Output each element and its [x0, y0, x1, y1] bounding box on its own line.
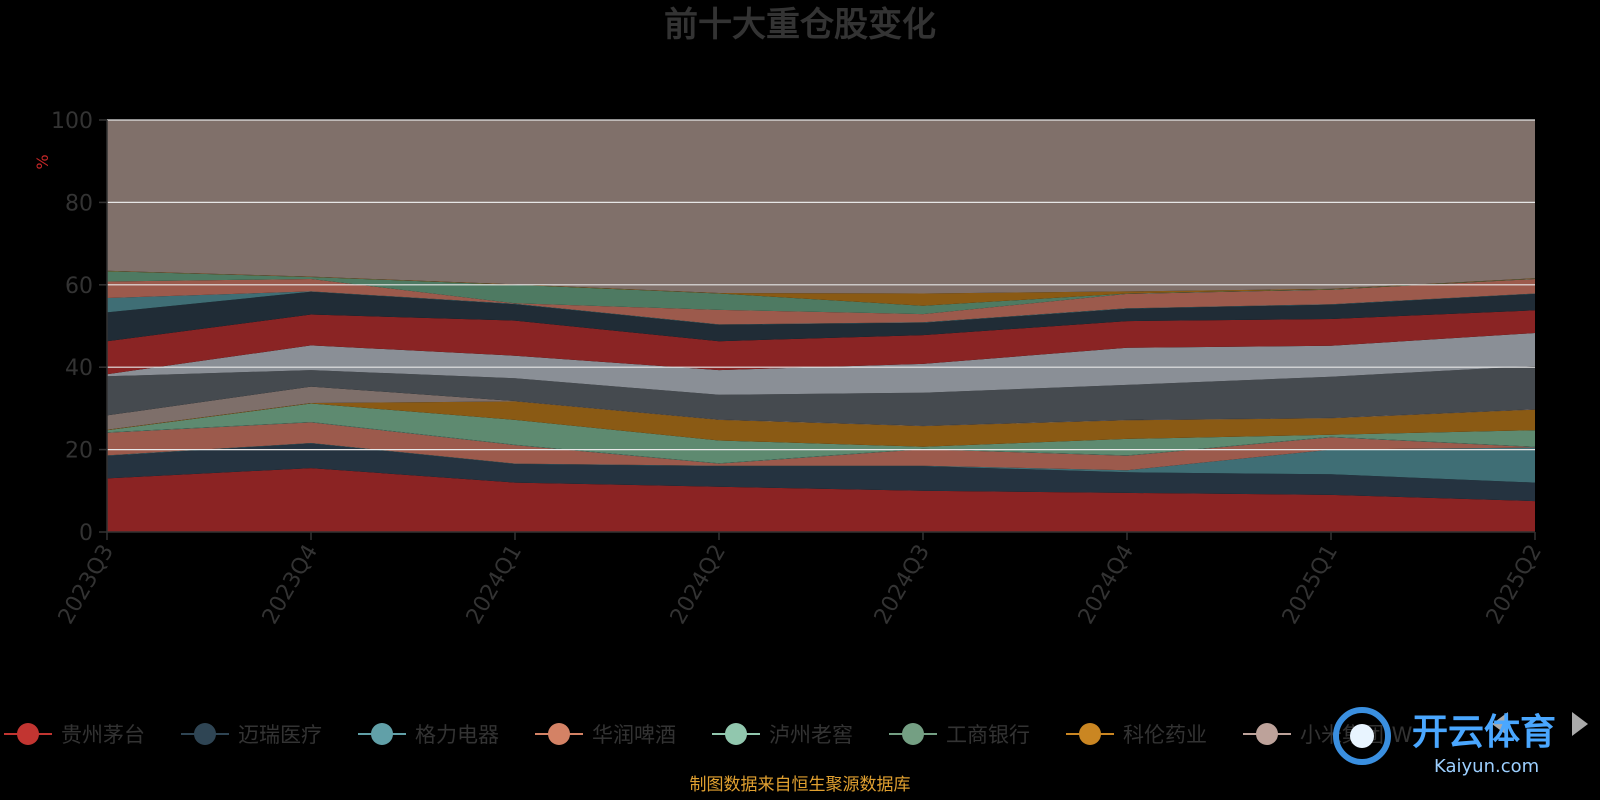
area-科伦药业: [107, 401, 1535, 447]
area-美的集团: [107, 279, 1535, 325]
legend-item-科伦药业[interactable]: 科伦药业: [1066, 723, 1207, 747]
y-tick-label: 0: [79, 521, 93, 546]
y-axis-label: %: [33, 154, 52, 169]
data-source-note: 制图数据来自恒生聚源数据库: [690, 775, 911, 795]
legend-label: 华润啤酒: [592, 723, 676, 747]
legend-item-贵州茅台[interactable]: 贵州茅台: [4, 723, 145, 747]
area-腾讯控股: [107, 366, 1535, 426]
legend-prev-icon[interactable]: [1492, 712, 1508, 736]
x-tick-label: 2023Q4: [258, 541, 323, 629]
x-tick-label: 2024Q3: [870, 541, 935, 629]
legend-label: 科伦药业: [1123, 723, 1207, 747]
legend-label: 格力电器: [415, 723, 499, 747]
watermark-ball-icon: [1350, 724, 1374, 748]
x-tick-label: 2025Q1: [1278, 541, 1343, 629]
legend-nav[interactable]: [1492, 712, 1588, 736]
area-山西汾酒: [107, 270, 1535, 306]
legend-item-格力电器[interactable]: 格力电器: [358, 723, 499, 747]
x-tick-label: 2023Q3: [54, 541, 119, 629]
legend-label: 泸州老窖: [769, 723, 853, 747]
area-宁德时代: [107, 291, 1535, 342]
legend-item-泸州老窖[interactable]: 泸州老窖: [712, 723, 853, 747]
legend-label: 贵州茅台: [61, 723, 145, 747]
y-tick-labels: 0 20 40 60 80 100: [51, 109, 93, 546]
legend-next-icon[interactable]: [1572, 712, 1588, 736]
axes: [99, 119, 1536, 540]
legend-label: 迈瑞医疗: [238, 723, 322, 747]
legend-marker-icon: [902, 723, 924, 745]
area-中国平安: [107, 333, 1535, 395]
area-工商银行: [107, 403, 1535, 464]
legend[interactable]: 贵州茅台迈瑞医疗格力电器华润啤酒泸州老窖工商银行科伦药业小米集团-W: [4, 723, 1413, 747]
area-series-group: [107, 120, 1535, 532]
legend-marker-icon: [17, 723, 39, 745]
area-其他: [107, 120, 1535, 294]
watermark-brand: 开云体育: [1412, 712, 1556, 753]
y-tick-label: 20: [65, 439, 93, 464]
legend-marker-icon: [371, 723, 393, 745]
watermark: 开云体育 Kaiyun.com: [1333, 707, 1556, 777]
legend-item-工商银行[interactable]: 工商银行: [889, 723, 1030, 747]
area-五粮液: [107, 291, 1535, 325]
y-tick-label: 40: [65, 356, 93, 381]
grid-lines: [107, 119, 1535, 451]
watermark-logo-icon: [1333, 707, 1391, 765]
area-长江电力: [107, 310, 1535, 375]
area-招商银行: [107, 271, 1535, 315]
x-tick-label: 2024Q4: [1074, 541, 1139, 629]
legend-marker-icon: [548, 723, 570, 745]
legend-item-华润啤酒[interactable]: 华润啤酒: [535, 723, 676, 747]
area-格力电器: [107, 443, 1535, 483]
legend-label: 工商银行: [946, 723, 1030, 747]
x-tick-labels: 2023Q3 2023Q4 2024Q1 2024Q2 2024Q3 2024Q4 2025…: [54, 541, 1547, 629]
x-tick-label: 2024Q2: [666, 541, 731, 629]
watermark-sub: Kaiyun.com: [1434, 756, 1539, 777]
legend-marker-icon: [1079, 723, 1101, 745]
x-tick-label: 2024Q1: [462, 541, 527, 629]
legend-item-迈瑞医疗[interactable]: 迈瑞医疗: [181, 723, 322, 747]
y-tick-label: 100: [51, 109, 93, 134]
y-tick-label: 60: [65, 274, 93, 299]
area-华润啤酒: [107, 422, 1535, 471]
legend-marker-icon: [725, 723, 747, 745]
chart-title: 前十大重仓股变化: [664, 5, 936, 45]
x-tick-label: 2025Q2: [1482, 541, 1547, 629]
area-贵州茅台: [107, 468, 1535, 532]
y-tick-label: 80: [65, 191, 93, 216]
area-迈瑞医疗: [107, 443, 1535, 502]
legend-marker-icon: [194, 723, 216, 745]
legend-marker-icon: [1256, 723, 1278, 745]
